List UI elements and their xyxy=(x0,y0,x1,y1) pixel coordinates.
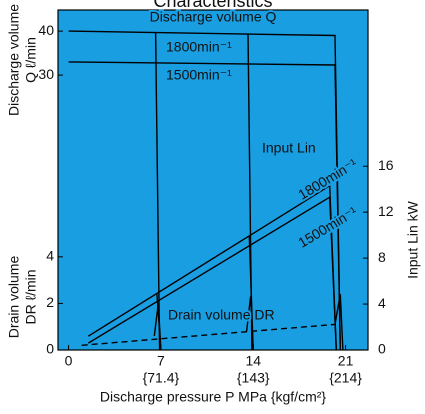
annotation: Input Lin xyxy=(262,140,316,156)
x-axis-label: Discharge pressure P MPa {kgf/cm²} xyxy=(100,389,326,405)
y-axis-label: Input Lin kW xyxy=(405,200,421,279)
series-line xyxy=(334,293,344,351)
annotation: Drain volume DR xyxy=(168,307,275,323)
plot-area xyxy=(57,9,369,351)
x-tick-label: 14 xyxy=(245,353,261,369)
annotation: Discharge volume Q xyxy=(150,9,277,25)
y-axis-label: Discharge volume xyxy=(6,4,22,116)
y-tick-label: 0 xyxy=(378,341,386,357)
y-tick-label: 30 xyxy=(38,66,54,82)
x-tick-label: 7 xyxy=(157,353,165,369)
series-line xyxy=(87,195,337,351)
x-tick-label-kgf: {143} xyxy=(237,370,270,386)
y-tick-label: 8 xyxy=(378,249,386,265)
y-tick-label: 2 xyxy=(46,294,54,310)
chart-title: Characteristics xyxy=(153,0,272,11)
series-line xyxy=(248,236,254,351)
y-axis-label: Drain volume xyxy=(6,256,22,339)
y-axis-label: DR ℓ/min xyxy=(23,269,39,324)
x-tick-label-kgf: {214} xyxy=(329,370,362,386)
x-tick-label: 21 xyxy=(338,353,354,369)
series-line xyxy=(68,61,341,351)
y-tick-label: 4 xyxy=(46,248,54,264)
y-tick-label: 4 xyxy=(378,295,386,311)
y-axis-label: Q ℓ/min xyxy=(23,37,39,83)
x-tick-label-kgf: {71.4} xyxy=(143,370,180,386)
y-tick-label: 40 xyxy=(38,22,54,38)
y-tick-label: 0 xyxy=(46,341,54,357)
y-tick-label: 12 xyxy=(378,203,394,219)
series-line xyxy=(156,293,162,351)
y-tick-label: 16 xyxy=(378,157,394,173)
series-line xyxy=(154,31,161,351)
x-tick-label: 0 xyxy=(65,353,73,369)
series-line xyxy=(81,323,336,346)
annotation: 1500min⁻¹ xyxy=(166,67,232,83)
annotation: 1800min⁻¹ xyxy=(166,39,232,55)
